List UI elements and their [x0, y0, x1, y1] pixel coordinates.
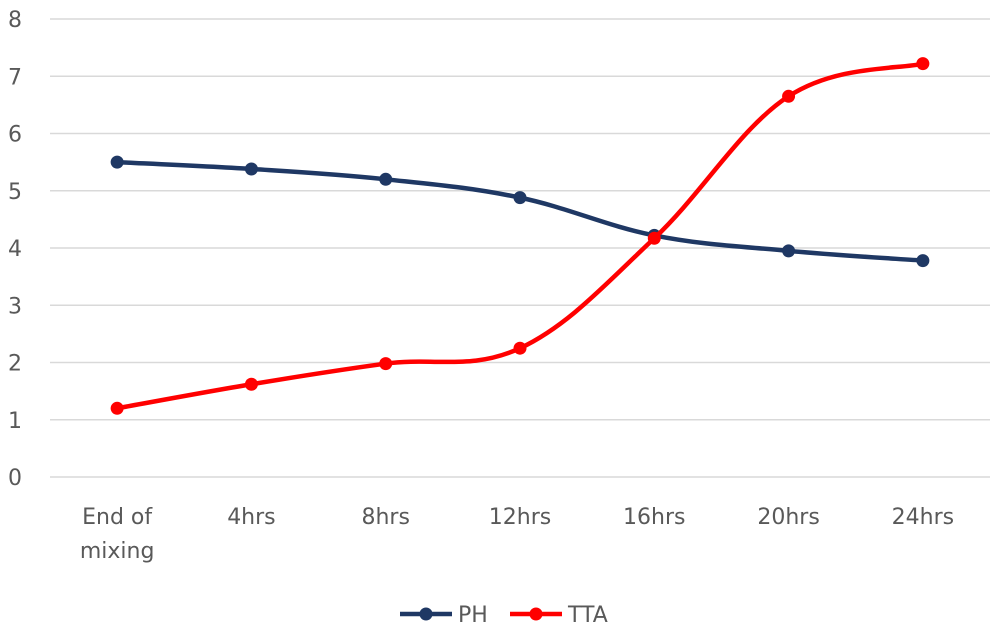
x-tick-label-line: 24hrs [892, 505, 954, 530]
x-tick-label-line: mixing [80, 539, 155, 564]
legend-label: TTA [567, 603, 608, 628]
data-point-tta-2 [244, 377, 258, 391]
data-point-ph-2 [244, 162, 258, 176]
y-tick-label: 3 [8, 294, 22, 319]
data-point-tta-4 [513, 341, 527, 355]
data-point-ph-4 [513, 191, 527, 205]
data-point-ph-6 [782, 244, 796, 258]
y-tick-label: 8 [8, 8, 22, 33]
y-tick-label: 7 [8, 65, 22, 90]
x-tick-label: 4hrs [227, 505, 275, 530]
legend: PH TTA [400, 603, 608, 628]
x-tick-label: 24hrs [892, 505, 954, 530]
y-tick-label: 5 [8, 180, 22, 205]
x-tick-label-line: 12hrs [489, 505, 551, 530]
x-tick-label: 8hrs [361, 505, 409, 530]
legend-item-tta: TTA [510, 603, 608, 628]
legend-label: PH [458, 603, 488, 628]
x-tick-label-line: 20hrs [757, 505, 819, 530]
x-tick-label-line: 8hrs [361, 505, 409, 530]
data-point-tta-1 [110, 401, 124, 415]
y-tick-label: 6 [8, 123, 22, 148]
x-tick-label: 20hrs [757, 505, 819, 530]
y-axis: 0 1 2 3 4 5 6 7 8 [8, 8, 22, 491]
x-tick-label: 16hrs [623, 505, 685, 530]
gridlines [50, 18, 990, 478]
y-tick-label: 1 [8, 409, 22, 434]
legend-swatch-marker [419, 607, 433, 621]
data-point-tta-5 [647, 231, 661, 245]
series-tta [110, 57, 930, 415]
x-axis: End of mixing 4hrs 8hrs 12hrs 16hrs 20hrs 24hrs [80, 505, 954, 564]
series-ph [110, 155, 930, 268]
y-tick-label: 0 [8, 466, 22, 491]
data-point-ph-7 [916, 254, 930, 268]
x-tick-label: 12hrs [489, 505, 551, 530]
data-point-tta-6 [782, 89, 796, 103]
legend-swatch-marker [529, 607, 543, 621]
y-tick-label: 2 [8, 352, 22, 377]
y-tick-label: 4 [8, 237, 22, 262]
data-point-ph-1 [110, 155, 124, 169]
x-tick-label-line: 4hrs [227, 505, 275, 530]
series-line-tta [114, 61, 926, 411]
x-tick-label: End of mixing [80, 505, 155, 564]
legend-item-ph: PH [400, 603, 488, 628]
series-line-ph [114, 159, 926, 263]
data-point-ph-3 [379, 172, 393, 186]
series-lines [110, 57, 930, 415]
x-tick-label-line: 16hrs [623, 505, 685, 530]
data-point-tta-7 [916, 57, 930, 71]
data-point-tta-3 [379, 357, 393, 371]
x-tick-label-line: End of [82, 505, 153, 530]
